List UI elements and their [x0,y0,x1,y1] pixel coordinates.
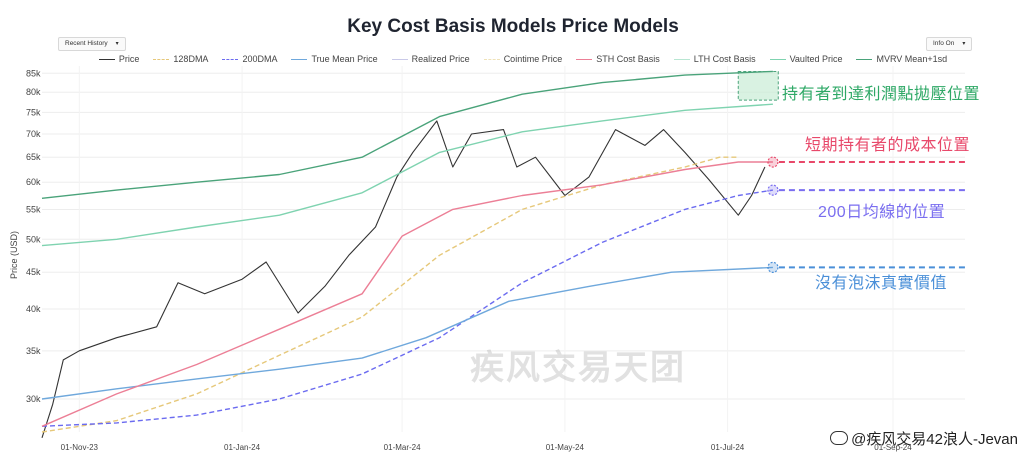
x-tick-label: 01-Sep-24 [874,443,912,452]
legend-label: 200DMA [242,54,278,64]
legend-label: True Mean Price [311,54,378,64]
x-tick-label: 01-Jan-24 [224,443,261,452]
legend-item-128dma[interactable]: 128DMA [153,53,208,65]
legend-swatch [576,58,593,60]
chart-title: Key Cost Basis Models Price Models [347,16,679,37]
y-tick-label: 70k [26,129,41,139]
legend-item-true-mean-price[interactable]: True Mean Price [291,53,378,65]
legend-item-realized-price[interactable]: Realized Price [391,53,470,65]
watermark: 疾风交易天团 [470,349,686,387]
series-line-true-mean-price [41,266,773,400]
history-dropdown-label: Recent History [65,40,108,47]
annotation-mvrv: 持有者到達利潤點拋壓位置 [782,86,981,103]
y-tick-label: 35k [26,346,41,356]
x-tick-label: 01-Mar-24 [384,443,421,452]
series-line-mvrv-mean-1sd [41,70,773,199]
target-zone-rect [737,70,779,101]
legend-item-price[interactable]: Price [98,53,140,65]
chevron-down-icon: ▾ [962,41,966,47]
legend-label: Vaulted Price [789,54,843,64]
marker-circle [767,261,779,273]
series-line-vaulted-price [41,103,773,247]
annotation-sth: 短期持有者的成本位置 [805,137,971,154]
y-tick-label: 60k [26,177,41,187]
history-dropdown[interactable]: Recent History ▾ [58,37,126,51]
x-tick-label: 01-Nov-23 [61,443,99,452]
y-tick-label: 30k [26,394,41,404]
y-tick-label: 85k [26,68,41,78]
y-tick-label: 80k [26,87,41,97]
legend-item-lth-cost-basis[interactable]: LTH Cost Basis [673,53,756,65]
series-line-200dma [41,189,774,427]
legend-label: STH Cost Basis [596,54,660,64]
legend-swatch [673,58,690,60]
info-dropdown-label: Info On [933,40,955,47]
series-line-128dma [41,156,739,433]
legend-label: MVRV Mean+1sd [876,54,948,64]
legend-item-200dma[interactable]: 200DMA [222,53,277,65]
legend-label: Realized Price [411,54,470,64]
x-tick-label: 01-Jul-24 [711,443,745,452]
legend-swatch [291,58,308,60]
credit-text: @疾风交易42浪人-Jevan [851,431,1018,448]
y-tick-label: 40k [26,304,41,314]
legend-item-cointime-price[interactable]: Cointime Price [483,53,563,65]
chart-legend: Price 128DMA 200DMA True Mean Price Realized… [98,53,947,65]
legend-item-sth-cost-basis[interactable]: STH Cost Basis [576,53,660,65]
legend-swatch [222,58,239,60]
y-tick-label: 45k [26,267,41,277]
legend-label: 128DMA [173,54,209,64]
y-tick-label: 65k [26,152,41,162]
series-line-price [41,120,766,438]
annotation-true-mean: 沒有泡沫真實價值 [815,275,948,292]
legend-swatch [153,58,170,60]
chevron-down-icon: ▾ [115,41,119,47]
y-tick-label: 75k [26,107,41,117]
legend-swatch [391,58,408,60]
series-line-sth-cost-basis [41,161,773,427]
x-tick-label: 01-May-24 [546,443,585,452]
legend-item-mvrv-mean-1sd[interactable]: MVRV Mean+1sd [856,53,947,65]
legend-label: Price [118,54,140,64]
info-dropdown[interactable]: Info On ▾ [926,37,973,51]
legend-label: Cointime Price [503,54,563,64]
wechat-icon [830,431,849,445]
y-tick-label: 50k [26,234,41,244]
annotation-200dma: 200日均線的位置 [818,204,946,221]
credit: @疾风交易42浪人-Jevan [830,428,1018,449]
legend-label: LTH Cost Basis [693,54,756,64]
legend-swatch [98,58,115,60]
legend-swatch [483,58,500,60]
marker-circle [767,184,779,196]
legend-swatch [769,58,786,60]
legend-item-vaulted-price[interactable]: Vaulted Price [769,53,843,65]
y-tick-label: 55k [26,204,41,214]
marker-circle [767,156,779,168]
legend-swatch [856,58,873,60]
